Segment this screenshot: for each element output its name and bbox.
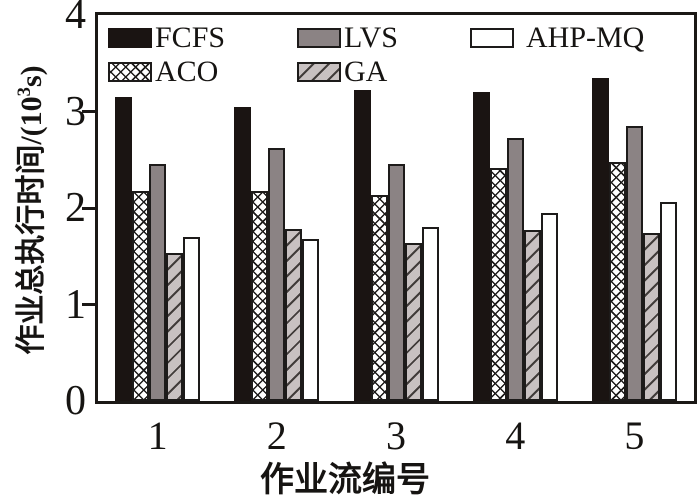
bar-LVS-1 (149, 163, 167, 401)
legend-label-FCFS: FCFS (155, 21, 226, 54)
bar-FCFS-5 (591, 77, 609, 401)
bar-GA-3 (404, 242, 422, 401)
legend-item-ACO: ACO (108, 55, 219, 88)
y-tick-mark (82, 303, 95, 306)
bar-ACO-2 (251, 190, 269, 401)
x-tick-label: 5 (624, 413, 645, 458)
legend-label-LVS: LVS (344, 21, 398, 54)
x-axis-title: 作业流编号 (260, 462, 430, 499)
bar-AHP-MQ-4 (540, 212, 558, 401)
x-tick-label: 2 (266, 413, 287, 458)
y-tick-label: 0 (65, 378, 86, 424)
bar-group-3 (353, 15, 439, 401)
bar-AHP-MQ-2 (302, 238, 320, 401)
y-axis-title-suffix: s) (15, 65, 48, 88)
bar-GA-4 (523, 230, 541, 401)
legend-swatch-FCFS (108, 28, 152, 48)
y-tick-label: 3 (65, 88, 86, 135)
bar-ACO-5 (608, 161, 626, 401)
x-tick-label: 3 (386, 413, 406, 458)
bar-AHP-MQ-5 (659, 202, 677, 401)
y-tick-label: 1 (65, 281, 86, 328)
bar-AHP-MQ-1 (183, 236, 201, 401)
legend-item-LVS: LVS (297, 21, 398, 54)
bar-FCFS-1 (115, 97, 133, 401)
legend-item-FCFS: FCFS (108, 21, 226, 54)
bar-GA-2 (285, 229, 303, 401)
legend-item-GA: GA (297, 55, 388, 88)
bar-group-1 (115, 15, 201, 401)
bar-ACO-4 (489, 168, 507, 401)
legend-label-AHP-MQ: AHP-MQ (526, 21, 645, 54)
bar-LVS-2 (268, 148, 286, 401)
bar-LVS-4 (506, 137, 524, 401)
y-tick-label: 2 (65, 185, 86, 231)
bar-ACO-3 (370, 195, 388, 401)
plot-area: FCFS ACO LVS GA AHP-MQ (82, 12, 697, 404)
bar-GA-5 (642, 233, 660, 401)
bar-group-4 (472, 15, 558, 401)
bar-ACO-1 (132, 190, 150, 401)
bar-AHP-MQ-3 (421, 227, 439, 401)
bar-group-2 (234, 15, 320, 401)
y-tick-mark (82, 206, 95, 210)
legend-swatch-AHP-MQ (470, 28, 514, 48)
bar-LVS-3 (387, 163, 405, 401)
bar-group-5 (591, 15, 677, 401)
bar-FCFS-2 (234, 106, 252, 401)
y-tick-mark (82, 110, 95, 113)
y-tick-label: 4 (65, 0, 86, 38)
bar-LVS-5 (625, 125, 643, 401)
legend-swatch-LVS (297, 28, 341, 48)
legend-label-GA: GA (344, 55, 388, 88)
legend-label-ACO: ACO (155, 55, 219, 88)
bar-FCFS-4 (472, 92, 490, 401)
legend-swatch-ACO (108, 62, 152, 82)
legend-item-AHP-MQ: AHP-MQ (470, 21, 645, 54)
x-tick-label: 1 (147, 413, 168, 458)
bar-GA-1 (166, 253, 184, 401)
bar-FCFS-3 (353, 90, 371, 401)
x-tick-label: 4 (505, 413, 526, 458)
legend-swatch-GA (297, 62, 341, 82)
